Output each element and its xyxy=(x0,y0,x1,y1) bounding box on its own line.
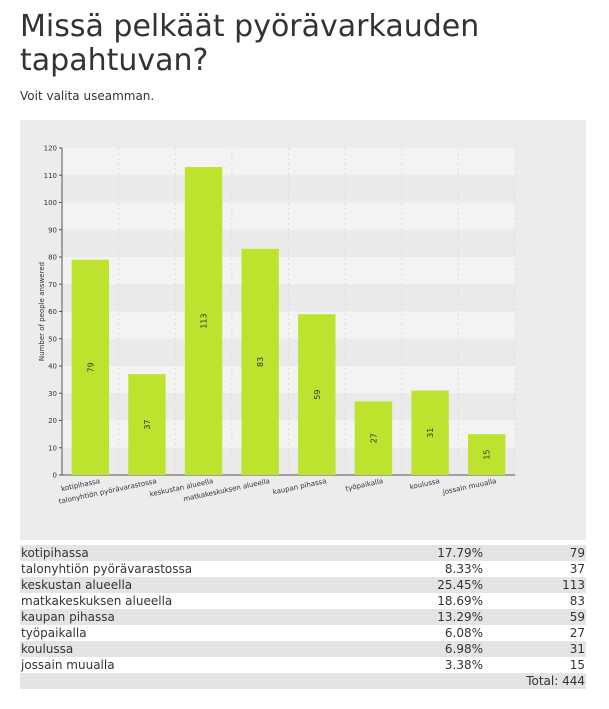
row-percent: 8.33% xyxy=(444,562,483,576)
table-row: keskustan alueella 25.45% 113 xyxy=(20,577,586,593)
bar-value-label: 79 xyxy=(86,362,95,372)
y-axis-label: Number of people answered xyxy=(38,262,46,361)
table-row: työpaikalla 6.08% 27 xyxy=(20,625,586,641)
row-percent: 6.08% xyxy=(444,626,483,640)
bar-value-label: 15 xyxy=(483,449,492,459)
y-tick-label: 40 xyxy=(48,363,57,371)
bar xyxy=(468,434,506,475)
bar xyxy=(128,374,166,475)
page-subtitle: Voit valita useamman. xyxy=(20,89,155,103)
row-label: matkakeskuksen alueella xyxy=(21,594,173,608)
x-category-label: kaupan pihassa xyxy=(272,477,327,496)
row-percent: 13.29% xyxy=(352,609,484,625)
table-row: matkakeskuksen alueella 18.69% 83 xyxy=(20,593,586,609)
y-tick-label: 0 xyxy=(53,472,57,480)
y-tick-label: 100 xyxy=(44,199,57,207)
chart-panel: 0 10 20 30 40 50 60 70 80 90 100 110 120 Number of pe… xyxy=(20,120,586,540)
bar-value-label: 83 xyxy=(256,357,265,367)
y-tick-label: 60 xyxy=(48,308,57,316)
x-category-label: koulussa xyxy=(409,477,440,491)
total-row: Total: 444 xyxy=(20,673,586,689)
row-count: 37 xyxy=(569,562,585,576)
row-count: 79 xyxy=(484,545,586,561)
table-row: jossain muualla 3.38% 15 xyxy=(20,657,586,673)
row-percent: 17.79% xyxy=(352,545,484,561)
row-count: 59 xyxy=(484,609,586,625)
row-percent: 25.45% xyxy=(352,577,484,593)
row-label: kaupan pihassa xyxy=(20,609,352,625)
bar-value-label: 31 xyxy=(426,428,435,438)
y-tick-label: 120 xyxy=(44,145,57,153)
row-label: kotipihassa xyxy=(20,545,352,561)
y-tick-label: 90 xyxy=(48,226,57,234)
total-label: Total: 444 xyxy=(20,673,586,689)
grid-band xyxy=(62,257,515,285)
table-row: koulussa 6.98% 31 xyxy=(20,641,586,657)
row-percent: 3.38% xyxy=(444,658,483,672)
grid-band xyxy=(62,148,515,176)
grid-band xyxy=(62,338,515,366)
bar xyxy=(298,314,336,475)
y-tick-label: 110 xyxy=(44,172,57,180)
row-percent: 6.98% xyxy=(352,641,484,657)
y-tick-label: 10 xyxy=(48,444,57,452)
bar xyxy=(241,248,279,475)
bar-value-label: 27 xyxy=(369,433,378,443)
bar-chart: 0 10 20 30 40 50 60 70 80 90 100 110 120 Number of pe… xyxy=(38,145,516,506)
x-category-label: työpaikalla xyxy=(345,477,384,493)
bar xyxy=(411,390,449,475)
row-count: 31 xyxy=(484,641,586,657)
x-category-label: talonyhtiön pyörävarastossa xyxy=(58,477,157,506)
y-tick-label: 80 xyxy=(48,254,57,262)
results-table: kotipihassa 17.79% 79 talonyhtiön pyörävara… xyxy=(20,545,586,689)
table-row: talonyhtiön pyörävarastossa 8.33% 37 xyxy=(20,561,586,577)
y-tick-label: 30 xyxy=(48,390,57,398)
row-label: talonyhtiön pyörävarastossa xyxy=(21,562,193,576)
bar xyxy=(354,401,393,475)
row-percent: 18.69% xyxy=(437,594,483,608)
bar-value-label: 113 xyxy=(200,313,209,328)
table-row: kotipihassa 17.79% 79 xyxy=(20,545,586,561)
y-tick-label: 50 xyxy=(48,335,57,343)
bar xyxy=(184,167,223,475)
row-count: 113 xyxy=(484,577,586,593)
x-category-label: jossain muualla xyxy=(441,477,497,496)
page-title: Missä pelkäät pyörävarkauden tapahtuvan? xyxy=(20,9,480,78)
row-label: keskustan alueella xyxy=(20,577,352,593)
y-tick-label: 70 xyxy=(48,281,57,289)
bar-value-label: 37 xyxy=(143,419,152,429)
table-row: kaupan pihassa 13.29% 59 xyxy=(20,609,586,625)
row-label: jossain muualla xyxy=(21,658,115,672)
row-label: koulussa xyxy=(20,641,352,657)
bar xyxy=(71,259,109,475)
row-count: 15 xyxy=(569,658,585,672)
row-count: 27 xyxy=(569,626,585,640)
y-tick-label: 20 xyxy=(48,417,57,425)
bar-value-label: 59 xyxy=(313,390,322,400)
row-label: työpaikalla xyxy=(21,626,87,640)
row-count: 83 xyxy=(569,594,585,608)
grid-band xyxy=(62,202,515,230)
